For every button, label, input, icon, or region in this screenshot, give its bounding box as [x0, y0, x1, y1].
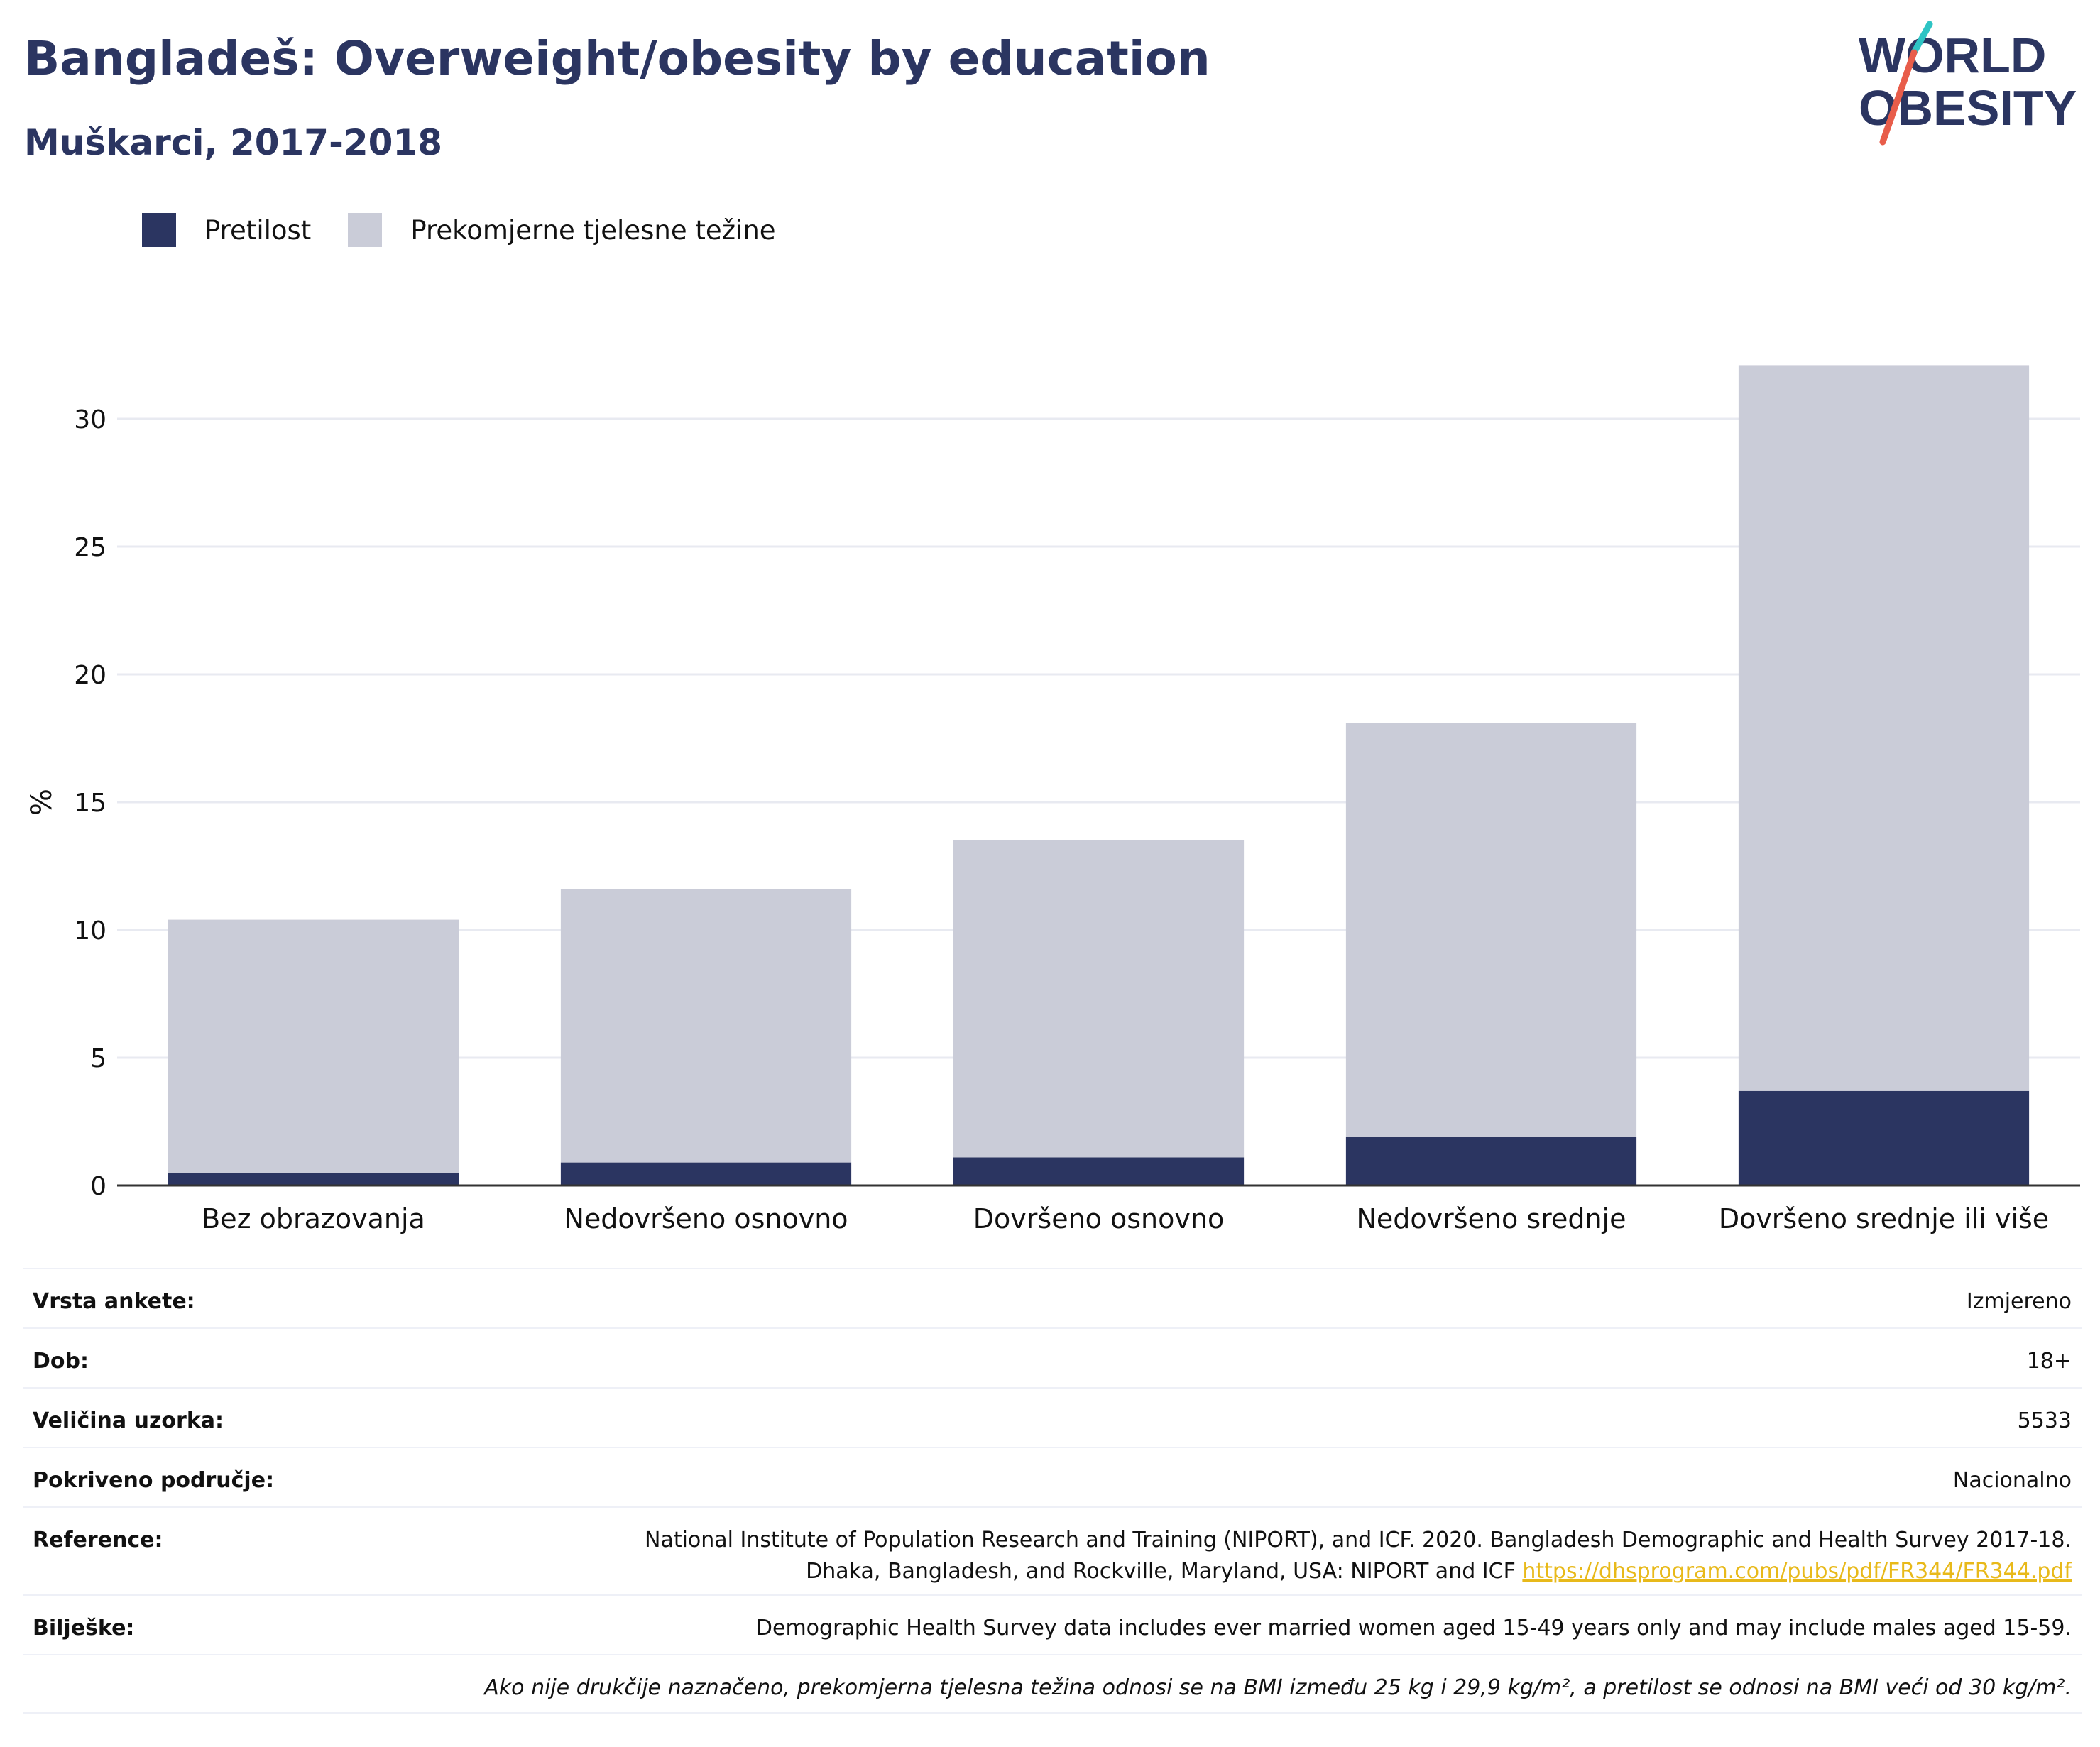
chart-title: Bangladeš: Overweight/obesity by educati…: [24, 31, 1210, 86]
y-tick-label: 30: [74, 405, 106, 434]
bar-overweight-3[interactable]: [953, 840, 1245, 1158]
bar-obesity-1[interactable]: [168, 1173, 459, 1185]
logo-text-world: WORLD: [1859, 28, 2046, 83]
meta-row-footnote: Ako nije drukčije naznačeno, prekomjerna…: [23, 1654, 2082, 1714]
meta-value-notes: Demographic Health Survey data includes …: [755, 1616, 2072, 1641]
meta-value-sample-size: 5533: [2017, 1408, 2072, 1433]
meta-row-sample-size: Veličina uzorka: 5533: [23, 1387, 2082, 1447]
meta-row-reference: Reference: National Institute of Populat…: [23, 1506, 2082, 1594]
y-tick-label: 25: [74, 533, 106, 562]
meta-value-coverage: Nacionalno: [1952, 1468, 2072, 1493]
legend-swatch-obesity: [142, 213, 176, 247]
x-tick-label: Dovršeno osnovno: [973, 1203, 1224, 1234]
axes: 0 5 10 15 20 25 30% Bez obrazovanja Nedovršeno o…: [26, 405, 2080, 1234]
meta-value-age: 18+: [2026, 1349, 2072, 1374]
y-tick-label: 5: [90, 1044, 106, 1073]
bar-overweight-2[interactable]: [560, 889, 852, 1163]
logo-slash-teal: [1910, 21, 1933, 56]
legend-label-obesity: Pretilost: [204, 214, 312, 246]
metadata-table: Vrsta ankete: Izmjereno Dob: 18+ Veličin…: [23, 1268, 2082, 1714]
meta-label-reference: Reference:: [33, 1528, 163, 1552]
y-tick-label: 10: [74, 916, 106, 946]
world-obesity-logo: WORLD OBESITY: [1859, 21, 2077, 146]
legend-swatch-overweight: [348, 213, 383, 247]
meta-footnote: Ako nije drukčije naznačeno, prekomjerna…: [484, 1675, 2072, 1700]
meta-row-survey-type: Vrsta ankete: Izmjereno: [23, 1268, 2082, 1327]
bar-obesity-4[interactable]: [1345, 1137, 1637, 1185]
meta-label-sample-size: Veličina uzorka:: [33, 1408, 224, 1433]
chart-subtitle: Muškarci, 2017-2018: [24, 122, 443, 163]
meta-row-notes: Bilješke: Demographic Health Survey data…: [23, 1594, 2082, 1654]
reference-link[interactable]: https://dhsprogram.com/pubs/pdf/FR344/FR…: [1522, 1559, 2072, 1584]
chart-legend: Pretilost Prekomjerne tjelesne težine: [142, 210, 813, 250]
x-tick-label: Nedovršeno srednje: [1357, 1203, 1626, 1234]
bar-obesity-3[interactable]: [953, 1157, 1245, 1185]
bar-overweight-4[interactable]: [1345, 723, 1637, 1137]
y-tick-label: 15: [74, 789, 106, 818]
meta-label-notes: Bilješke:: [33, 1616, 135, 1641]
legend-label-overweight: Prekomjerne tjelesne težine: [410, 214, 776, 246]
y-tick-label: 0: [90, 1172, 106, 1201]
meta-label-age: Dob:: [33, 1349, 89, 1374]
bar-obesity-2[interactable]: [560, 1162, 852, 1185]
y-axis-label: %: [26, 789, 58, 816]
y-tick-label: 20: [74, 661, 106, 690]
meta-value-reference: National Institute of Population Researc…: [645, 1525, 2072, 1587]
meta-value-survey-type: Izmjereno: [1966, 1289, 2072, 1314]
meta-label-survey-type: Vrsta ankete:: [33, 1289, 195, 1314]
bars: [168, 365, 2030, 1185]
stacked-bar-chart: 0 5 10 15 20 25 30% Bez obrazovanja Nedovršeno o…: [26, 365, 2080, 1234]
legend-item-overweight[interactable]: Prekomjerne tjelesne težine: [348, 213, 776, 247]
meta-row-coverage: Pokriveno područje: Nacionalno: [23, 1447, 2082, 1506]
reference-text-line1: National Institute of Population Researc…: [645, 1528, 2072, 1552]
logo-slash-red: [1879, 49, 1918, 146]
bar-overweight-5[interactable]: [1738, 365, 2030, 1091]
bar-overweight-1[interactable]: [168, 919, 459, 1173]
meta-label-coverage: Pokriveno područje:: [33, 1468, 275, 1493]
legend-item-obesity[interactable]: Pretilost: [142, 213, 311, 247]
x-tick-label: Dovršeno srednje ili više: [1719, 1203, 2049, 1234]
meta-row-age: Dob: 18+: [23, 1327, 2082, 1387]
x-tick-label: Nedovršeno osnovno: [564, 1203, 848, 1234]
reference-text-line2: Dhaka, Bangladesh, and Rockville, Maryla…: [806, 1559, 1516, 1584]
x-tick-label: Bez obrazovanja: [202, 1203, 425, 1234]
bar-obesity-5[interactable]: [1738, 1090, 2030, 1185]
